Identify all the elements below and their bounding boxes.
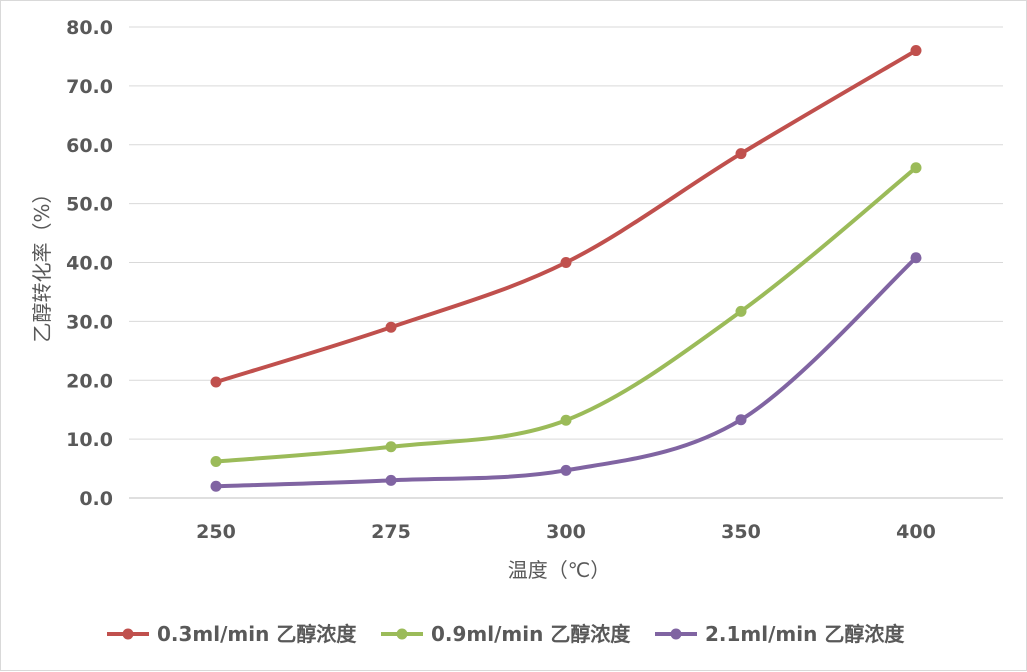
legend-label: 0.9ml/min 乙醇浓度 — [431, 622, 631, 646]
x-tick-label: 350 — [721, 521, 761, 543]
y-tick-label: 50.0 — [66, 194, 113, 216]
x-tick-label: 300 — [546, 521, 586, 543]
data-point — [210, 376, 222, 388]
y-tick-label: 40.0 — [66, 253, 113, 275]
y-tick-label: 80.0 — [66, 17, 113, 39]
x-tick-label: 400 — [896, 521, 936, 543]
y-axis-title: 乙醇转化率（%） — [30, 183, 54, 342]
data-point — [910, 162, 922, 174]
data-point — [560, 257, 572, 268]
y-tick-label: 10.0 — [66, 429, 113, 451]
data-point — [910, 252, 922, 264]
data-point — [385, 321, 397, 333]
legend-marker — [670, 628, 682, 640]
series-2 — [210, 162, 922, 467]
data-point — [210, 480, 222, 492]
legend-marker — [122, 628, 134, 640]
data-point — [560, 414, 572, 426]
data-point — [735, 414, 747, 426]
data-point — [910, 45, 922, 57]
legend-marker — [396, 628, 408, 640]
x-axis-ticks: 250 275 300 350 400 — [196, 521, 936, 543]
legend-label: 0.3ml/min 乙醇浓度 — [157, 622, 357, 646]
data-point — [735, 305, 747, 317]
y-tick-label: 0.0 — [79, 488, 113, 510]
legend-label: 2.1ml/min 乙醇浓度 — [705, 622, 905, 646]
series-1 — [210, 45, 922, 388]
x-tick-label: 250 — [196, 521, 236, 543]
data-point — [210, 455, 222, 467]
data-point — [735, 148, 747, 160]
series-3 — [210, 252, 922, 492]
legend: 0.3ml/min 乙醇浓度 0.9ml/min 乙醇浓度 2.1ml/min 乙醇… — [107, 622, 905, 646]
series-lines — [210, 45, 922, 492]
legend-item: 0.3ml/min 乙醇浓度 — [107, 622, 357, 646]
y-axis-ticks: 0.0 10.0 20.0 30.0 40.0 50.0 60.0 70.0 80.0 — [66, 17, 113, 510]
series-line — [214, 165, 918, 464]
x-tick-label: 275 — [371, 521, 411, 543]
x-axis-title: 温度（℃） — [508, 558, 610, 582]
y-tick-label: 70.0 — [66, 76, 113, 98]
legend-item: 0.9ml/min 乙醇浓度 — [381, 622, 631, 646]
series-line — [214, 48, 918, 385]
legend-item: 2.1ml/min 乙醇浓度 — [655, 622, 905, 646]
data-point — [560, 464, 572, 476]
data-point — [385, 474, 397, 486]
y-tick-label: 20.0 — [66, 370, 113, 392]
y-tick-label: 30.0 — [66, 311, 113, 333]
data-point — [385, 441, 397, 453]
y-tick-label: 60.0 — [66, 135, 113, 157]
